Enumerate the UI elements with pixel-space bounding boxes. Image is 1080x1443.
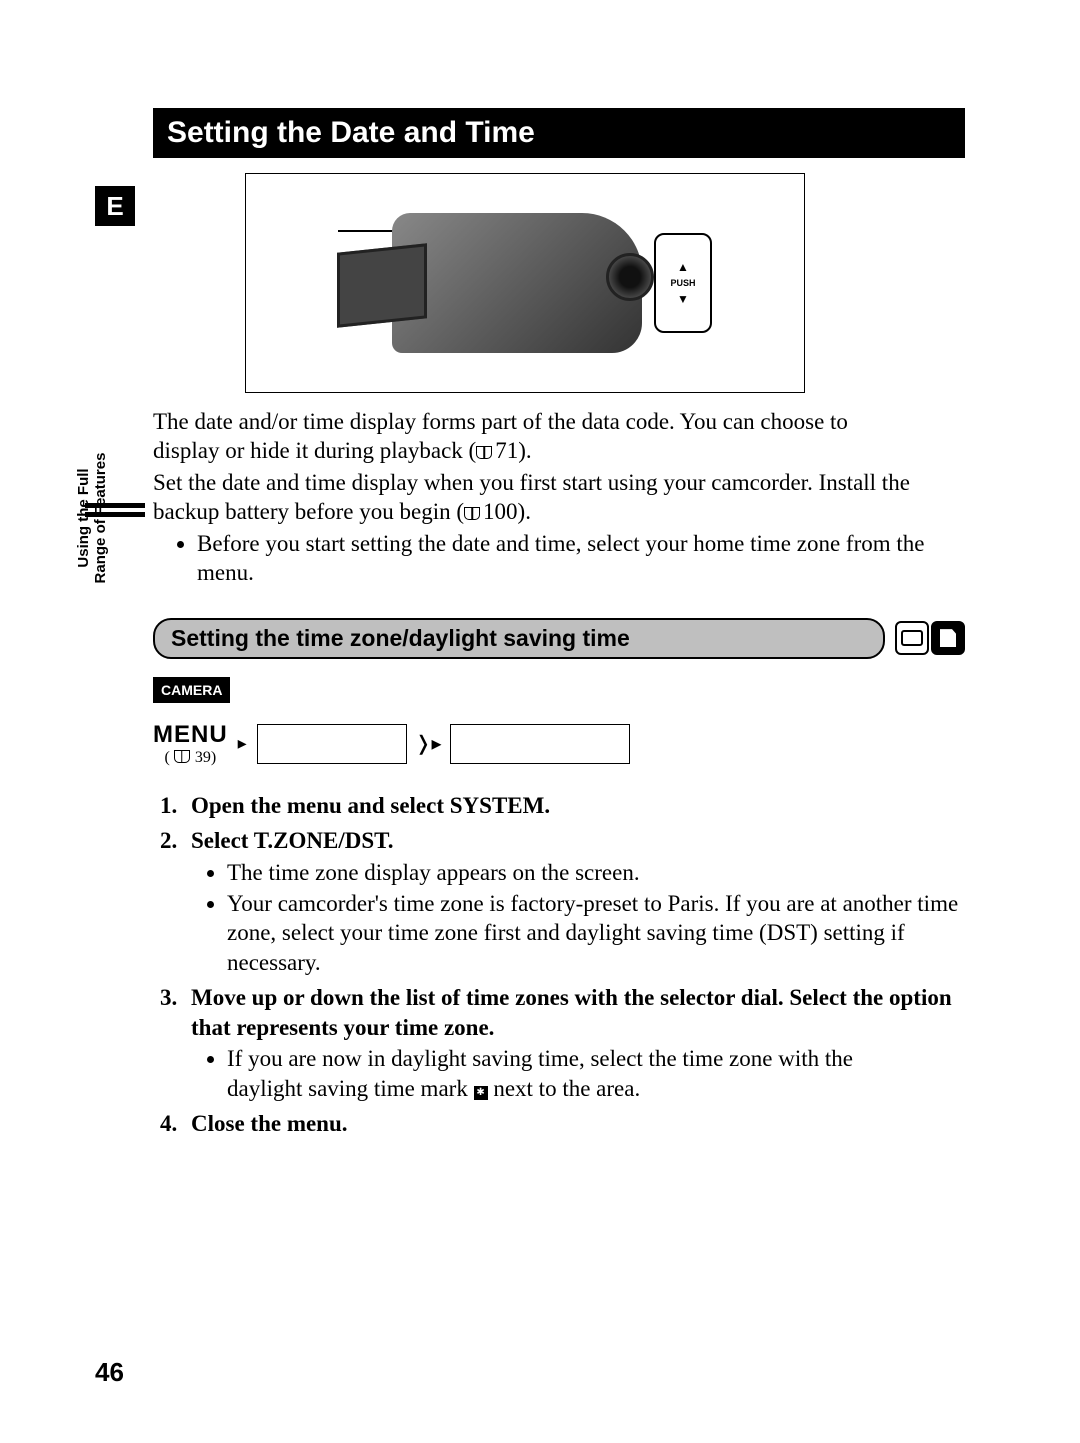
step-3-b1b: daylight saving time mark — [227, 1076, 474, 1101]
arrow-right-icon: ▸ — [238, 733, 247, 754]
intro-line1b: display or hide it during playback ( — [153, 438, 476, 463]
step-3: Move up or down the list of time zones w… — [183, 983, 965, 1103]
book-icon — [476, 446, 492, 459]
step-3-sublist: If you are now in daylight saving time, … — [191, 1044, 965, 1103]
arrow-up-icon: ▲ — [677, 260, 689, 274]
page-title: Setting the Date and Time — [167, 116, 535, 149]
intro-line1c: ). — [518, 438, 531, 463]
step-2-bullet-1: The time zone display appears on the scr… — [227, 858, 965, 887]
menu-page-ref-num: 39 — [195, 749, 211, 766]
push-label: PUSH — [670, 278, 695, 288]
menu-path-row: MENU ( 39) ▸ ❭▸ — [153, 721, 965, 767]
step-3-text: Move up or down the list of time zones w… — [191, 985, 952, 1039]
step-1: Open the menu and select SYSTEM. — [183, 791, 965, 820]
camcorder-illustration: MENU ▲ PUSH ▼ — [245, 173, 805, 393]
push-dial-callout: ▲ PUSH ▼ — [654, 233, 712, 333]
menu-page-ref: ( 39) — [165, 749, 217, 767]
section-header: Setting the time zone/daylight saving ti… — [153, 618, 965, 659]
camcorder-body — [392, 213, 642, 353]
menu-word-block: MENU ( 39) — [153, 721, 228, 767]
step-3-b1c: next to the area. — [488, 1076, 641, 1101]
camcorder-lcd — [337, 243, 427, 327]
step-4-text: Close the menu. — [191, 1111, 348, 1136]
card-icon — [931, 621, 965, 655]
language-badge-text: E — [106, 191, 123, 222]
page-ref-100-num: 100 — [483, 497, 518, 526]
intro-para-1: The date and/or time display forms part … — [153, 407, 965, 466]
step-1-text: Open the menu and select SYSTEM. — [191, 793, 550, 818]
book-icon — [174, 750, 190, 763]
step-2-sublist: The time zone display appears on the scr… — [191, 858, 965, 978]
section-heading-pill: Setting the time zone/daylight saving ti… — [153, 618, 885, 659]
page-ref-100: 100 — [464, 497, 518, 526]
intro-line2a: Set the date and time display when you f… — [153, 470, 910, 495]
page-title-bar: Setting the Date and Time — [153, 108, 965, 158]
step-2-bullet-2: Your camcorder's time zone is factory-pr… — [227, 889, 965, 977]
instruction-steps: Open the menu and select SYSTEM. Select … — [153, 791, 965, 1139]
step-4: Close the menu. — [183, 1109, 965, 1138]
intro-line2c: ). — [518, 499, 531, 524]
intro-text: The date and/or time display forms part … — [153, 407, 965, 588]
section-side-label-text: Using the Full Range of Features — [75, 453, 109, 584]
section-heading-text: Setting the time zone/daylight saving ti… — [171, 625, 630, 651]
language-badge: E — [95, 186, 135, 226]
section-side-label: Using the Full Range of Features — [75, 428, 109, 608]
page-ref-71-num: 71 — [495, 436, 518, 465]
camcorder-lens — [606, 253, 654, 301]
step-2-text: Select T.ZONE/DST. — [191, 828, 394, 853]
camera-mode-text: CAMERA — [161, 682, 222, 698]
intro-bullet-list: Before you start setting the date and ti… — [153, 529, 965, 588]
arrow-down-icon: ▼ — [677, 292, 689, 306]
menu-word: MENU — [153, 721, 228, 749]
intro-line1a: The date and/or time display forms part … — [153, 409, 848, 434]
tape-icon — [895, 621, 929, 655]
double-arrow-right-icon: ❭▸ — [415, 731, 442, 756]
media-mode-icons — [895, 621, 965, 655]
menu-step-box-2 — [450, 724, 630, 764]
intro-line2b: backup battery before you begin ( — [153, 499, 464, 524]
intro-para-2: Set the date and time display when you f… — [153, 468, 965, 527]
book-icon — [464, 507, 480, 520]
camera-mode-badge: CAMERA — [153, 677, 230, 703]
manual-page: Setting the Date and Time E Using the Fu… — [95, 108, 965, 1144]
page-ref-71: 71 — [476, 436, 518, 465]
step-3-bullet-1: If you are now in daylight saving time, … — [227, 1044, 965, 1103]
step-2: Select T.ZONE/DST. The time zone display… — [183, 826, 965, 977]
page-number: 46 — [95, 1357, 124, 1388]
step-3-b1a: If you are now in daylight saving time, … — [227, 1046, 853, 1071]
dst-mark-icon: ✱ — [474, 1086, 488, 1100]
intro-bullet: Before you start setting the date and ti… — [197, 529, 965, 588]
illustration-inner: MENU ▲ PUSH ▼ — [338, 213, 712, 353]
menu-step-box-1 — [257, 724, 407, 764]
